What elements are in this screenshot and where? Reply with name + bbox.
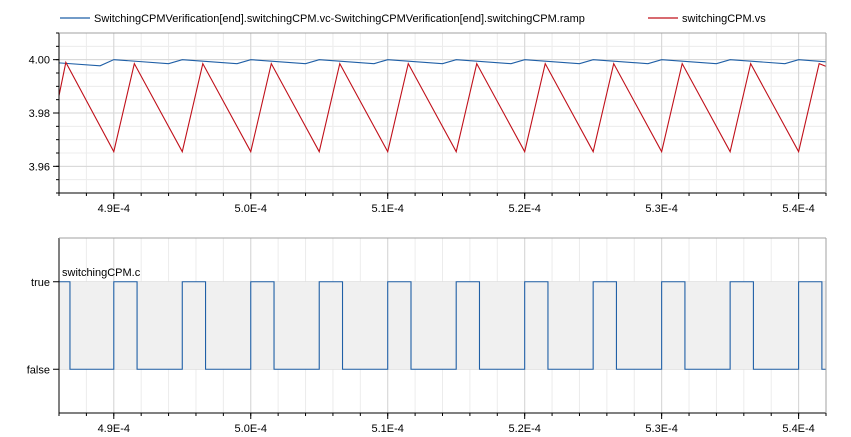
series-line-1-1: [58, 59, 827, 67]
bottom-x-tick-label: 5.4E-4: [782, 423, 814, 435]
legend-entry-1: SwitchingCPMVerification[end].switchingC…: [60, 13, 585, 25]
top-x-tick-label: 5.3E-4: [645, 203, 677, 215]
series-line-2-1: [59, 281, 826, 370]
bottom-y-tick-label: true: [31, 277, 50, 289]
legend-entry-2: switchingCPM.vs: [648, 13, 766, 25]
signal-band-fill: [59, 281, 826, 370]
bottom-x-tick-label: 5.3E-4: [645, 423, 677, 435]
bottom-plot: 4.9E-4 5.0E-4 5.1E-4 5.2E-4 5.3E-4 5.4E-4 fals…: [27, 237, 827, 435]
series-line-1-2: [58, 60, 827, 154]
bottom-x-tick-label: 4.9E-4: [98, 423, 130, 435]
top-x-tick-label: 4.9E-4: [98, 203, 130, 215]
bottom-x-tick-label: 5.2E-4: [508, 423, 540, 435]
legend-label-2: switchingCPM.vs: [682, 13, 766, 25]
legend-label-1: SwitchingCPMVerification[end].switchingC…: [94, 13, 585, 25]
top-x-tick-label: 5.2E-4: [508, 203, 540, 215]
top-plot: 4.9E-4 5.0E-4 5.1E-4 5.2E-4 5.3E-4 5.4E-4 3.96…: [29, 13, 827, 215]
top-x-tick-label: 5.4E-4: [782, 203, 814, 215]
top-x-tick-label: 5.1E-4: [372, 203, 404, 215]
bottom-y-tick-label: false: [27, 364, 50, 376]
signal-label: switchingCPM.c: [62, 267, 141, 279]
top-y-tick-label: 3.98: [29, 108, 50, 120]
top-y-tick-label: 3.96: [29, 161, 50, 173]
bottom-x-tick-label: 5.1E-4: [372, 423, 404, 435]
bottom-x-tick-label: 5.0E-4: [235, 423, 267, 435]
top-y-tick-label: 4.00: [29, 55, 50, 67]
top-x-tick-label: 5.0E-4: [235, 203, 267, 215]
